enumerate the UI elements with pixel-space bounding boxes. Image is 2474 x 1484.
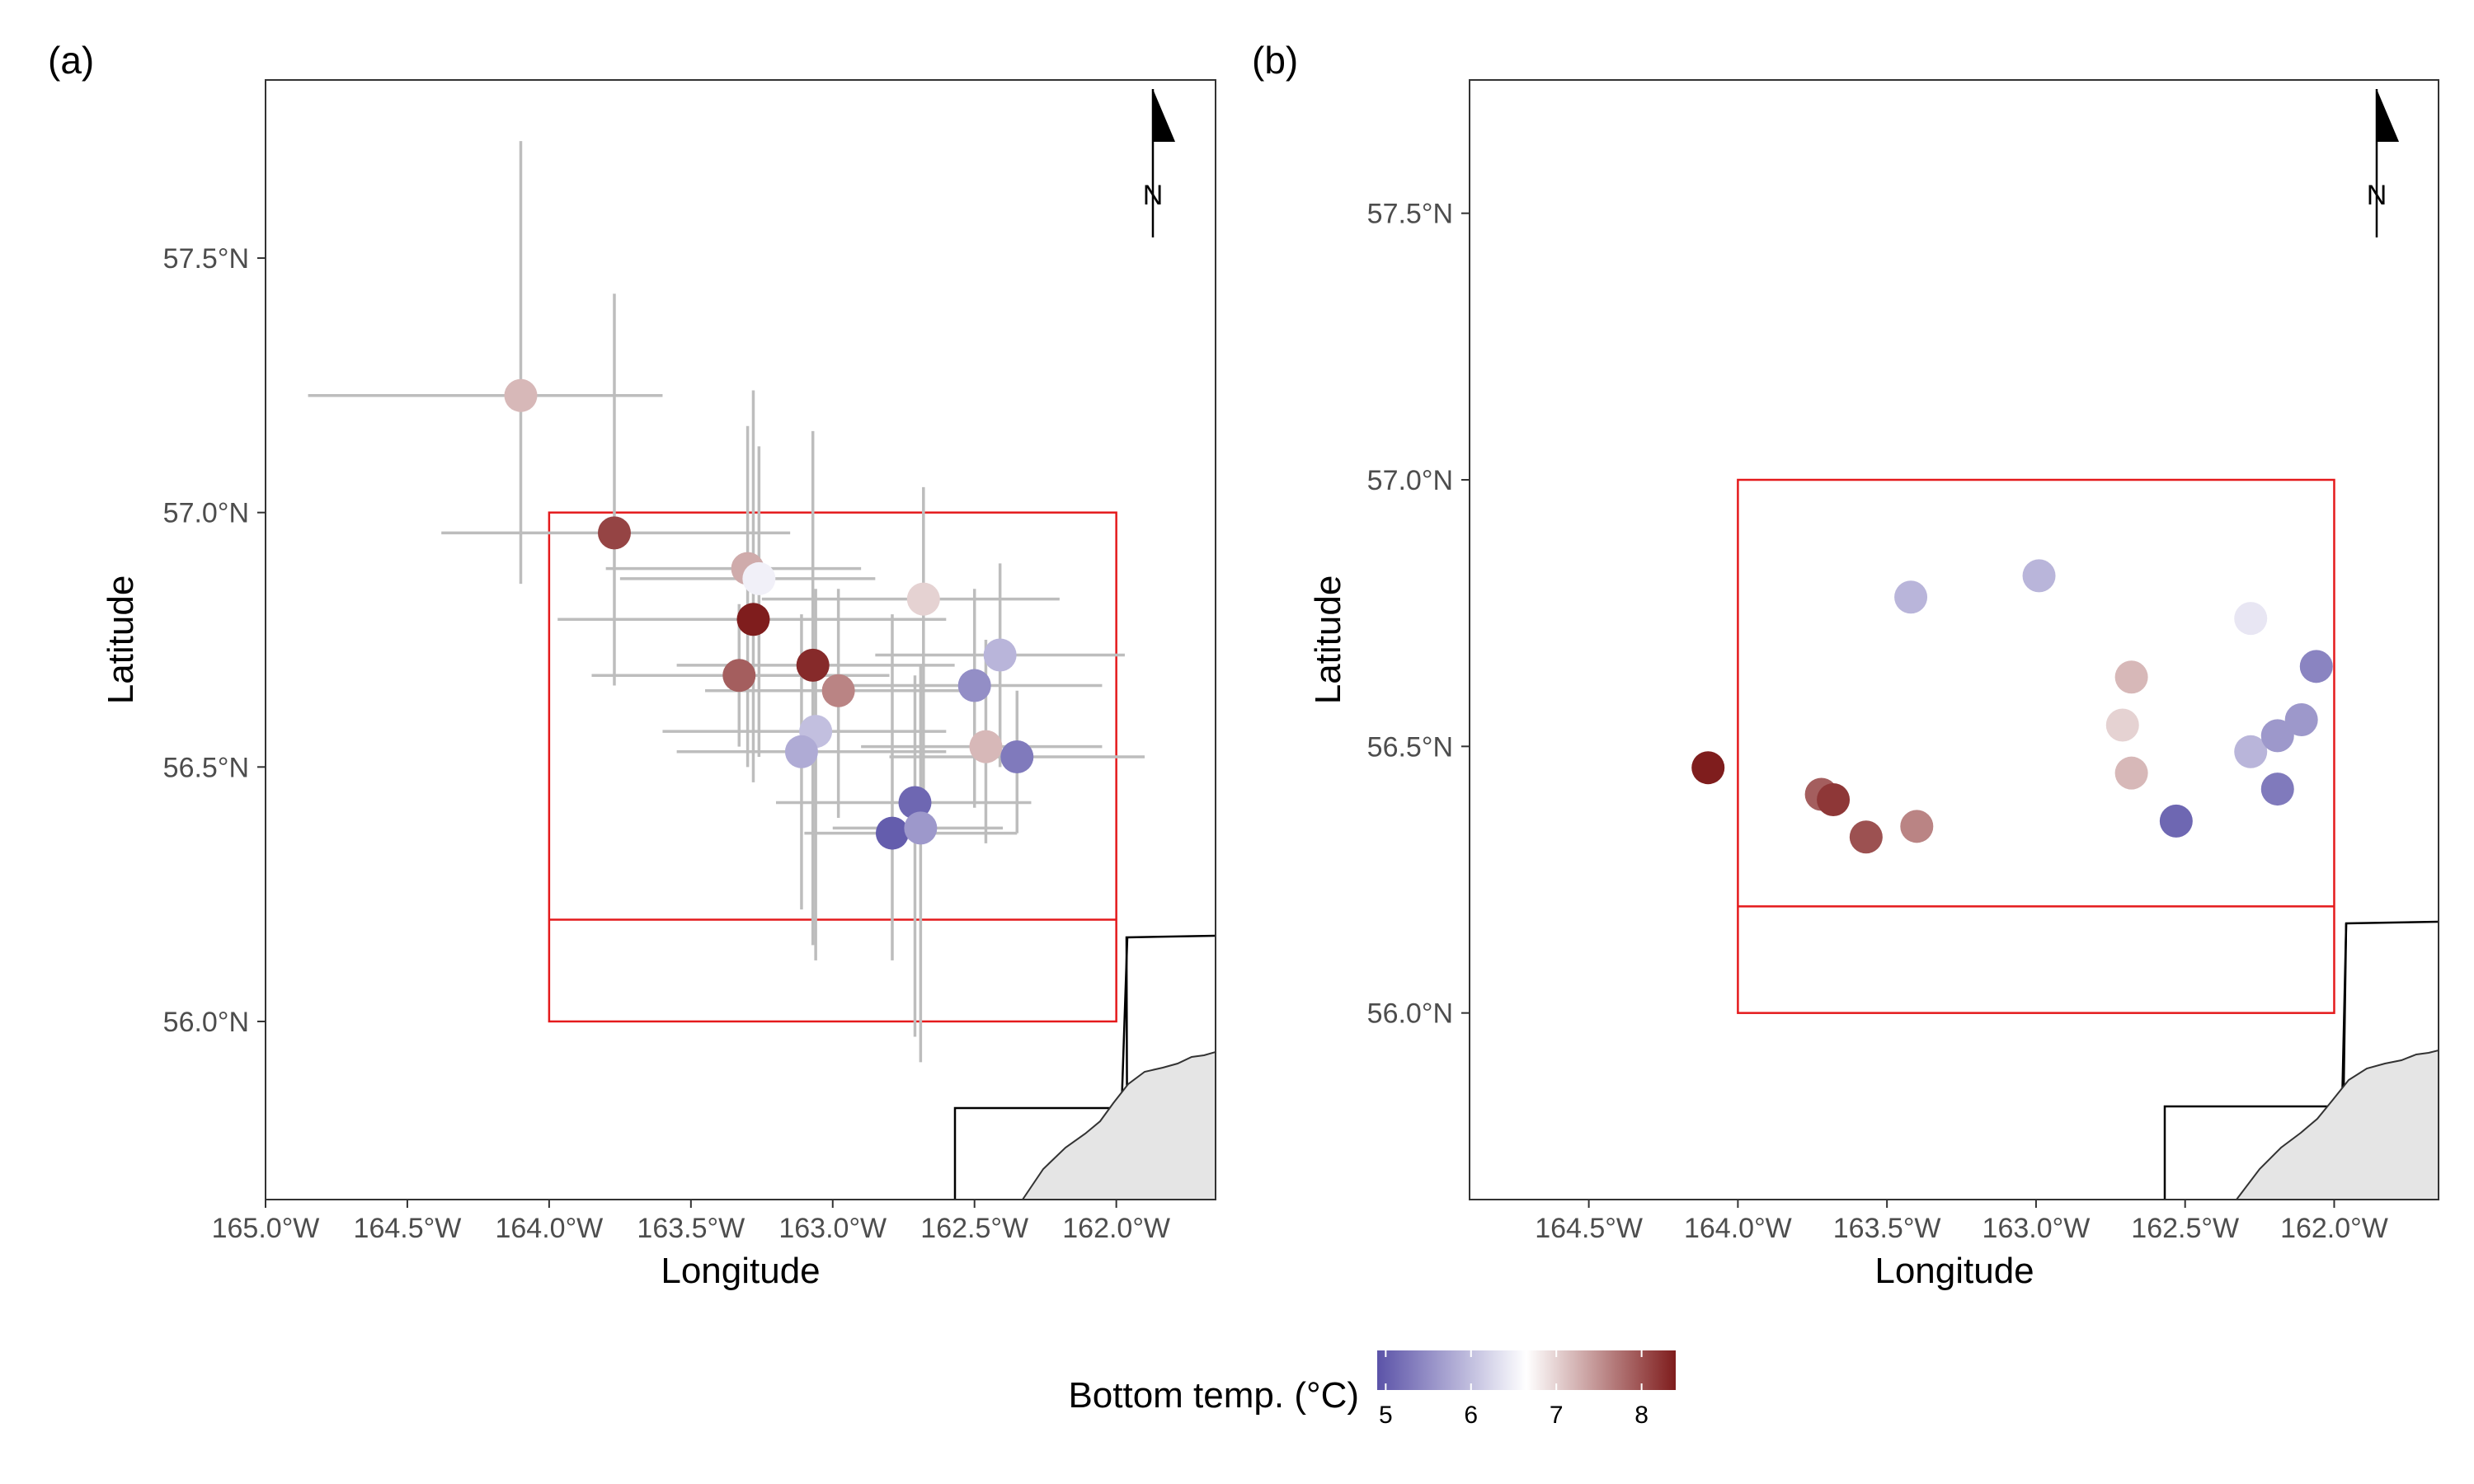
panel-a-x-tick-label-1: 164.5°W xyxy=(354,1213,462,1244)
panel-a-point-0 xyxy=(504,378,538,412)
panel-b-point-2 xyxy=(1817,783,1851,816)
panel-b-x-axis-title: Longitude xyxy=(1874,1251,2034,1291)
panel-a-boundary-line-west xyxy=(953,937,1129,1200)
panel-a-y-axis-title: Latitude xyxy=(101,575,141,705)
panel-b-y-axis-title: Latitude xyxy=(1308,575,1348,705)
panel-a-point-15 xyxy=(898,786,932,819)
panel-b-x-tick-label-1: 164.0°W xyxy=(1684,1213,1792,1244)
panel-a-land-polygon xyxy=(1021,1050,1216,1200)
panel-b-point-12 xyxy=(2234,735,2268,768)
panel-a-point-4 xyxy=(736,603,770,636)
panel-b-y-tick-label-3: 57.5°N xyxy=(1367,199,1453,230)
panel-a-x-tick-label-0: 165.0°W xyxy=(212,1213,320,1244)
panel-a-study-box xyxy=(548,511,1117,1023)
panel-a-point-3 xyxy=(742,561,776,595)
legend-ticks: 5 6 7 8 xyxy=(1379,1350,1649,1429)
panel-b-point-0 xyxy=(1691,751,1725,785)
panel-b-x-tick-label-4: 162.5°W xyxy=(2131,1213,2239,1244)
panel-b-north-label: N xyxy=(2367,180,2387,211)
panel-b-study-box xyxy=(1737,478,2335,1014)
panel-b-point-4 xyxy=(1900,810,1934,843)
panel-b-y-tick-label-0: 56.0°N xyxy=(1367,998,1453,1030)
panel-a-point-10 xyxy=(957,669,991,702)
panel-a-point-9 xyxy=(983,638,1017,672)
panel-b-north-arrow: N xyxy=(2367,89,2399,237)
legend-tick-label-3: 8 xyxy=(1634,1402,1649,1429)
panel-b-points xyxy=(1691,559,2333,854)
panel-a-point-1 xyxy=(597,516,631,550)
panel-b-north-arrow-head xyxy=(2377,89,2399,142)
panel-a-point-16 xyxy=(875,816,909,850)
legend-tick-label-0: 5 xyxy=(1379,1402,1393,1429)
panel-b-x-axis: 164.5°W 164.0°W 163.5°W 163.0°W 162.5°W 162.0… xyxy=(1535,1200,2388,1244)
legend-tick-label-2: 7 xyxy=(1550,1402,1564,1429)
panel-a-x-tick-label-3: 163.5°W xyxy=(637,1213,745,1244)
panel-b-point-7 xyxy=(2114,660,2148,694)
panel-a-study-box-outline xyxy=(548,511,1117,1023)
panel-a-y-tick-label-0: 56.0°N xyxy=(163,1007,249,1038)
panel-b-point-6 xyxy=(2022,559,2056,593)
panel-b-point-14 xyxy=(2284,703,2318,736)
panel-a-points xyxy=(504,378,1034,850)
panel-a-point-7 xyxy=(722,659,756,693)
panel-b-frame xyxy=(1469,79,2439,1200)
panel-b-land-polygon xyxy=(2235,1049,2439,1200)
panel-b-x-tick-label-0: 164.5°W xyxy=(1535,1213,1643,1244)
panel-b-study-box-outline xyxy=(1737,478,2335,1014)
panel-a-point-5 xyxy=(906,582,940,616)
panel-b-point-5 xyxy=(1894,580,1928,614)
panel-b-y-axis: 56.0°N 56.5°N 57.0°N 57.5°N xyxy=(1367,199,1470,1030)
panel-b-point-15 xyxy=(2299,650,2333,683)
panel-a-x-tick-label-5: 162.5°W xyxy=(920,1213,1028,1244)
panel-b-point-10 xyxy=(2159,804,2193,838)
panel-b-map: (b) N 164.5°W 164.0°W 163.5°W 163.0°W 162.5°… xyxy=(1252,39,2439,1291)
panel-b-x-tick-label-2: 163.5°W xyxy=(1833,1213,1941,1244)
panel-a-point-17 xyxy=(904,811,938,845)
panel-a-x-axis: 165.0°W 164.5°W 164.0°W 163.5°W 163.0°W 162.5… xyxy=(212,1200,1170,1244)
panel-a-point-14 xyxy=(1000,740,1034,773)
panel-a-point-8 xyxy=(821,674,855,707)
panel-b-background xyxy=(1470,80,2439,1200)
legend-colorbar xyxy=(1377,1350,1676,1390)
panel-a-y-tick-label-3: 57.5°N xyxy=(163,243,249,275)
panel-a-y-tick-label-1: 56.5°N xyxy=(163,752,249,783)
panel-a-map: (a) N 165.0°W 164.5°W 164.0°W 163.5°W 163.0°… xyxy=(48,39,1216,1291)
panel-b-y-tick-label-2: 57.0°N xyxy=(1367,465,1453,496)
panel-b-x-tick-label-5: 162.0°W xyxy=(2280,1213,2388,1244)
panel-a-north-arrow: N xyxy=(1143,89,1175,237)
panel-b-y-tick-label-1: 56.5°N xyxy=(1367,731,1453,763)
color-legend: Bottom temp. (°C) 5 6 7 8 xyxy=(1068,1350,1676,1429)
panel-a-label: (a) xyxy=(48,39,94,82)
panel-b-point-13 xyxy=(2260,719,2294,753)
panel-a-point-12 xyxy=(784,735,818,768)
panel-a-x-axis-title: Longitude xyxy=(661,1251,820,1291)
panel-a-point-13 xyxy=(969,730,1003,763)
legend-tick-label-1: 6 xyxy=(1464,1402,1478,1429)
panel-b-point-8 xyxy=(2105,708,2139,742)
panel-b-coastline xyxy=(2163,920,2439,1200)
panel-b-point-11 xyxy=(2234,602,2268,636)
panel-a-frame xyxy=(265,79,1216,1200)
panel-a-y-axis: 56.0°N 56.5°N 57.0°N 57.5°N xyxy=(163,243,266,1038)
panel-a-coastline xyxy=(953,934,1216,1200)
panel-b-boundary-line-west xyxy=(2163,923,2348,1200)
panel-b-label: (b) xyxy=(1252,39,1298,82)
panel-a-north-arrow-head xyxy=(1153,89,1175,142)
panel-a-x-tick-label-2: 164.0°W xyxy=(495,1213,603,1244)
panel-a-x-tick-label-6: 162.0°W xyxy=(1062,1213,1170,1244)
panel-a-point-6 xyxy=(796,648,830,682)
panel-a-north-label: N xyxy=(1143,180,1164,211)
panel-b-point-3 xyxy=(1849,820,1883,854)
legend-title: Bottom temp. (°C) xyxy=(1068,1375,1359,1416)
panel-a-x-tick-label-4: 163.0°W xyxy=(778,1213,887,1244)
panel-b-point-16 xyxy=(2260,773,2294,806)
panel-b-point-9 xyxy=(2114,756,2148,790)
panel-a-y-tick-label-2: 57.0°N xyxy=(163,498,249,529)
panel-b-x-tick-label-3: 163.0°W xyxy=(1982,1213,2091,1244)
